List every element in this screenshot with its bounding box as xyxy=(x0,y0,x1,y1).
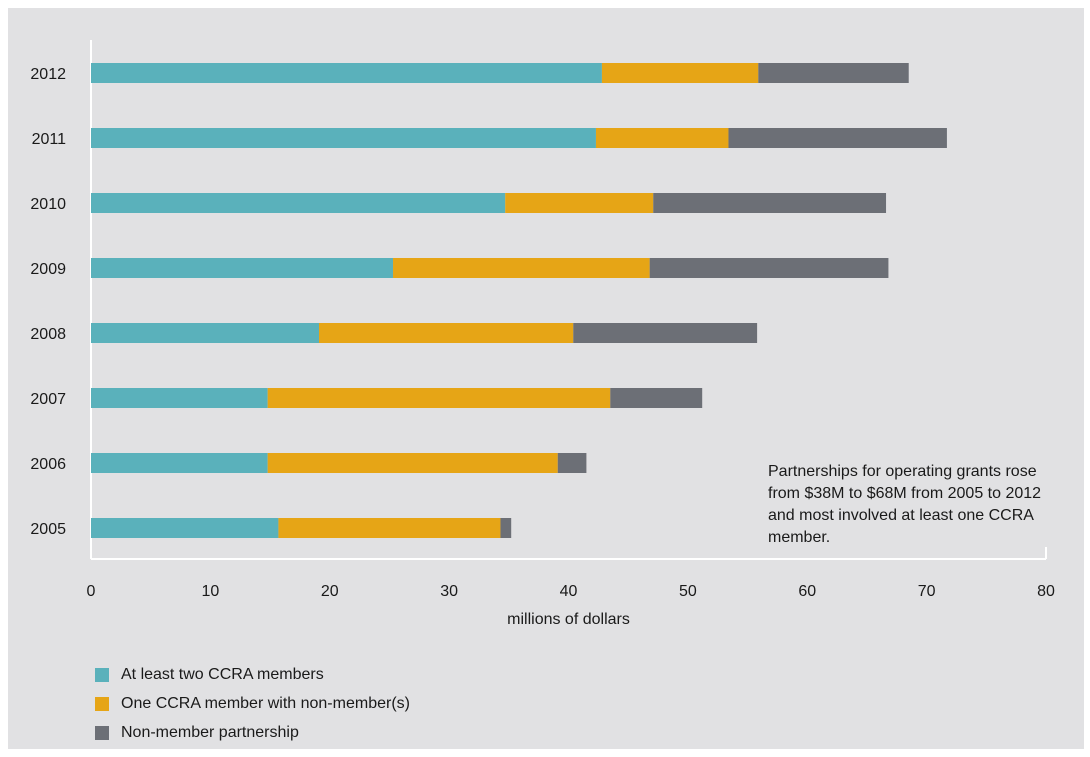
y-tick-label: 2006 xyxy=(30,456,66,473)
legend-item-two-members: At least two CCRA members xyxy=(95,660,410,689)
bar-segment-2005-series-2 xyxy=(500,518,512,538)
x-tick-label: 30 xyxy=(440,583,458,600)
chart-annotation: Partnerships for operating grants rose f… xyxy=(768,463,1042,546)
legend-swatch xyxy=(95,725,109,740)
bar-segment-2010-series-1 xyxy=(505,193,654,213)
x-tick-label: 10 xyxy=(201,583,219,600)
stacked-bar-chart: 2012 2011 2010 2009 2008 2007 2006 2005 0 10 20 30 4… xyxy=(30,40,1055,628)
legend-label: One CCRA member with non-member(s) xyxy=(121,694,410,712)
x-tick-label: 80 xyxy=(1037,583,1055,600)
bar-segment-2010-series-2 xyxy=(653,193,887,213)
bar-segment-2008-series-0 xyxy=(91,323,320,343)
legend-label: Non-member partnership xyxy=(121,723,299,741)
bar-segment-2007-series-1 xyxy=(267,388,611,408)
x-tick-label: 60 xyxy=(798,583,816,600)
y-tick-label: 2012 xyxy=(30,66,66,83)
x-tick-label: 70 xyxy=(918,583,936,600)
x-tick-label: 50 xyxy=(679,583,697,600)
x-tick-label: 20 xyxy=(321,583,339,600)
bar-segment-2012-series-1 xyxy=(601,63,759,83)
y-tick-label: 2009 xyxy=(30,261,66,278)
bar-segment-2009-series-0 xyxy=(91,258,394,278)
legend: At least two CCRA members One CCRA membe… xyxy=(95,660,410,747)
x-axis-label: millions of dollars xyxy=(507,611,630,628)
x-tick-label: 0 xyxy=(87,583,96,600)
legend-item-non-member: Non-member partnership xyxy=(95,718,410,747)
legend-label: At least two CCRA members xyxy=(121,665,324,683)
legend-swatch xyxy=(95,667,109,682)
bar-segment-2011-series-0 xyxy=(91,128,596,148)
y-tick-label: 2007 xyxy=(30,391,66,408)
x-tick-label: 40 xyxy=(560,583,578,600)
bar-segment-2012-series-2 xyxy=(758,63,909,83)
legend-swatch xyxy=(95,696,109,711)
y-tick-label: 2011 xyxy=(32,131,67,148)
bar-segment-2007-series-2 xyxy=(610,388,703,408)
bar-segment-2006-series-0 xyxy=(91,453,268,473)
bar-segment-2010-series-0 xyxy=(91,193,506,213)
bar-segment-2011-series-1 xyxy=(595,128,729,148)
y-tick-label: 2005 xyxy=(30,521,66,538)
bar-segment-2008-series-2 xyxy=(573,323,758,343)
y-tick-label: 2010 xyxy=(30,196,66,213)
legend-item-one-member: One CCRA member with non-member(s) xyxy=(95,689,410,718)
bar-segment-2012-series-0 xyxy=(91,63,602,83)
bar-segment-2007-series-0 xyxy=(91,388,268,408)
bar-segment-2011-series-2 xyxy=(728,128,947,148)
bar-segment-2008-series-1 xyxy=(319,323,574,343)
chart-panel: 2012 2011 2010 2009 2008 2007 2006 2005 0 10 20 30 4… xyxy=(8,8,1084,749)
bar-segment-2005-series-0 xyxy=(91,518,279,538)
bar-segment-2006-series-2 xyxy=(557,453,587,473)
bar-segment-2006-series-1 xyxy=(267,453,558,473)
bar-segment-2005-series-1 xyxy=(278,518,501,538)
bar-segment-2009-series-1 xyxy=(393,258,650,278)
bar-segment-2009-series-2 xyxy=(649,258,889,278)
y-tick-label: 2008 xyxy=(30,326,66,343)
